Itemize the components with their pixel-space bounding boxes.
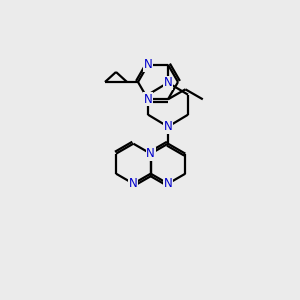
Text: N: N: [164, 120, 172, 133]
Text: N: N: [129, 177, 138, 190]
Text: N: N: [164, 76, 172, 89]
Text: N: N: [144, 93, 152, 106]
Text: N: N: [164, 177, 172, 190]
Text: N: N: [144, 58, 152, 71]
Text: N: N: [146, 147, 155, 160]
